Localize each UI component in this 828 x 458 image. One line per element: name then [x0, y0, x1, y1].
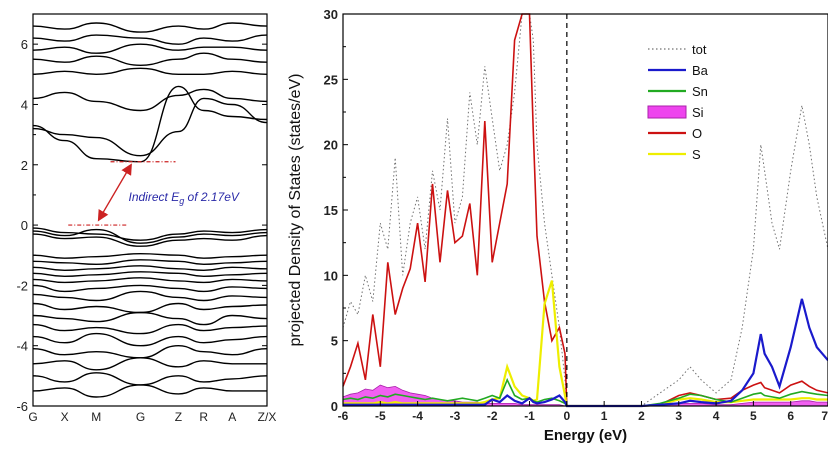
legend-label-s: S: [692, 147, 701, 162]
band-y-tick-label-2: -2: [16, 278, 28, 293]
y-axis-label: projected Density of States (states/eV): [287, 73, 304, 346]
legend-label-ba: Ba: [692, 63, 709, 78]
series-s-line: [343, 280, 828, 408]
pdos-x-tick-label-4: -4: [412, 409, 423, 423]
k-point-label-g-3: G: [136, 410, 145, 424]
band-y-tick-label-4: 4: [21, 97, 28, 112]
band-line-1: [32, 227, 268, 241]
pdos-y-tick-label-30: 30: [324, 7, 338, 22]
legend-label-si: Si: [692, 105, 704, 120]
pdos-x-ticks: -6 -5 -4 -3 -2 -1 0 1 2 3 4 5 6 7: [338, 401, 828, 423]
band-line-8: [32, 277, 268, 284]
pdos-panel: 0 5 10 15 20 25 30 -6 -5 -4 -3 -2 -1 0 1 2 3 4 5 6 7 Energy…: [287, 7, 828, 444]
series-ba-line: [343, 298, 828, 408]
pdos-x-tick-label-2: -2: [487, 409, 498, 423]
gap-label-prefix: Indirect: [129, 190, 172, 204]
pdos-x-tick-label-1: -1: [524, 409, 535, 423]
legend-label-sn: Sn: [692, 84, 708, 99]
band-gap-arrow: [97, 163, 132, 222]
pdos-x-tick-label-5: -5: [375, 409, 386, 423]
legend: tot Ba Sn Si OS: [647, 42, 709, 162]
pdos-y-ticks: 0 5 10 15 20 25 30: [324, 7, 348, 414]
band-line-4: [32, 252, 268, 259]
pdos-x-tick-label-5: 5: [750, 409, 757, 423]
pdos-y-tick-label-15: 15: [324, 203, 338, 218]
band-k-point-labels: G X M G Z R A Z/X: [28, 410, 276, 424]
band-line-12: [32, 311, 268, 326]
legend-swatch-si: [647, 105, 687, 119]
pdos-x-tick-label-0: 0: [564, 409, 571, 423]
k-point-label-z-x-7: Z/X: [258, 410, 277, 424]
band-line-19: [32, 85, 268, 163]
band-line-5: [32, 259, 268, 266]
pdos-x-tick-label-6: 6: [787, 409, 794, 423]
gap-label-suffix: of 2.17eV: [184, 190, 240, 204]
pdos-x-tick-label-1: 1: [601, 409, 608, 423]
x-axis-label: Energy (eV): [544, 427, 627, 444]
k-point-label-m-2: M: [91, 410, 101, 424]
band-lines: [32, 22, 268, 398]
pdos-x-tick-label-3: 3: [675, 409, 682, 423]
gap-label: Indirect Eg of 2.17eV: [129, 190, 240, 206]
band-line-18: [32, 384, 267, 398]
band-plot-frame: [32, 13, 268, 407]
band-line-20: [32, 97, 268, 157]
pdos-series: [342, 13, 828, 408]
band-line-26: [32, 22, 268, 33]
band-line-15: [32, 344, 268, 359]
series-sn-line: [342, 377, 828, 407]
legend-label-o: O: [692, 126, 702, 141]
k-point-label-x-1: X: [61, 410, 69, 424]
band-line-7: [32, 271, 268, 278]
band-line-16: [32, 357, 267, 371]
k-point-label-z-4: Z: [175, 410, 182, 424]
band-line-25: [32, 34, 268, 45]
k-point-label-r-5: R: [199, 410, 208, 424]
pdos-y-tick-label-10: 10: [324, 268, 338, 283]
band-line-23: [32, 52, 268, 67]
pdos-x-tick-label-4: 4: [713, 409, 720, 423]
band-y-ticks: -6 -4 -2 0 2 4 6: [16, 37, 267, 414]
band-line-13: [32, 323, 268, 335]
band-y-tick-label-4: -4: [16, 339, 28, 354]
band-line-21: [32, 88, 268, 112]
band-line-10: [32, 290, 268, 302]
pdos-y-tick-label-25: 25: [324, 72, 338, 87]
band-gap-annotation: [68, 161, 176, 226]
band-y-tick-label-2: 2: [21, 158, 28, 173]
pdos-y-tick-label-0: 0: [331, 399, 338, 414]
pdos-x-tick-label-2: 2: [638, 409, 645, 423]
pdos-y-tick-label-20: 20: [324, 138, 338, 153]
pdos-plot-frame: [342, 13, 828, 407]
band-line-2: [32, 228, 268, 244]
pdos-x-tick-label-3: -3: [450, 409, 461, 423]
band-line-14: [32, 332, 268, 347]
band-y-tick-label-6: -6: [16, 399, 28, 414]
band-line-24: [32, 43, 268, 54]
pdos-x-tick-label-7: 7: [821, 409, 828, 423]
gap-label-symbol: E: [171, 190, 180, 204]
pdos-y-tick-label-5: 5: [331, 334, 338, 349]
series-tot-line: [342, 13, 828, 407]
series-o-line: [342, 13, 828, 407]
k-point-label-g-0: G: [28, 410, 37, 424]
band-line-17: [32, 372, 268, 386]
band-structure-panel: -6 -4 -2 0 2 4 6 G X M G Z R A Z/X Indirect Eg of 2.1…: [16, 13, 276, 424]
gap-label-subscript: g: [179, 196, 184, 206]
band-line-9: [32, 284, 268, 293]
band-line-22: [32, 67, 268, 76]
band-line-6: [32, 265, 268, 272]
k-point-label-a-6: A: [228, 410, 236, 424]
band-y-tick-label-6: 6: [21, 37, 28, 52]
pdos-x-tick-label-6: -6: [338, 409, 349, 423]
band-line-3: [32, 233, 268, 247]
band-y-tick-label-0: 0: [21, 218, 28, 233]
band-line-11: [32, 302, 268, 314]
legend-label-tot: tot: [692, 42, 707, 57]
